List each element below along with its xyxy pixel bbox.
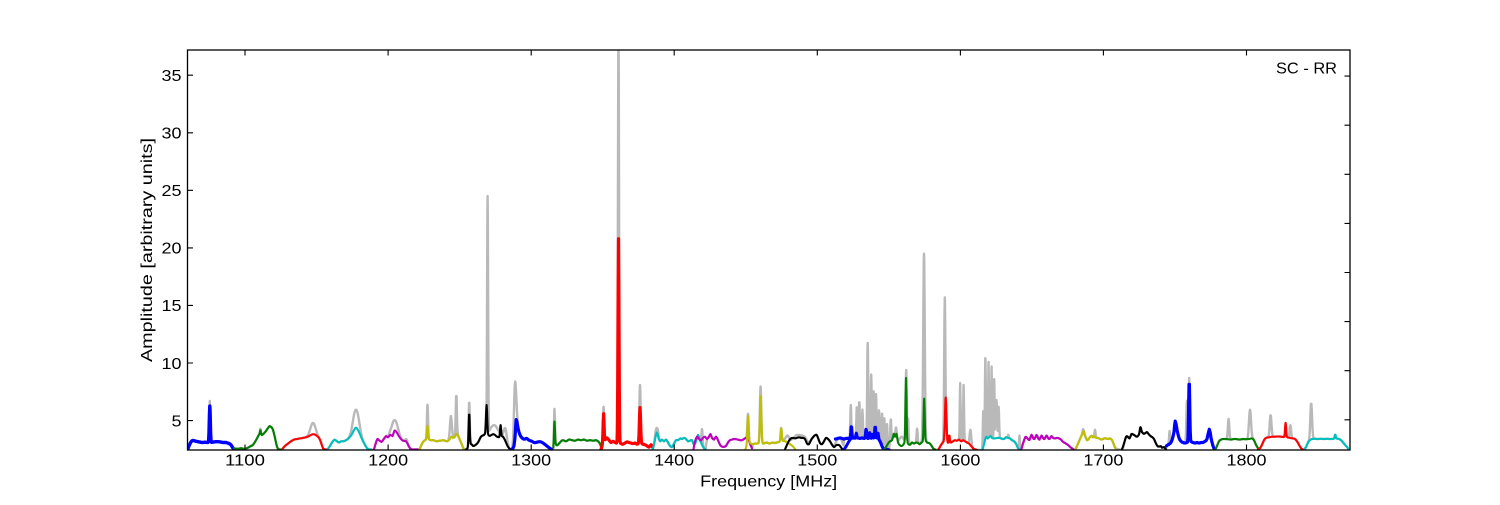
- svg-text:1800: 1800: [1227, 453, 1267, 470]
- svg-text:1300: 1300: [511, 453, 551, 470]
- svg-text:30: 30: [162, 126, 182, 143]
- svg-text:1100: 1100: [225, 453, 265, 470]
- svg-text:35: 35: [162, 68, 182, 85]
- svg-text:15: 15: [162, 298, 182, 315]
- svg-text:20: 20: [162, 241, 182, 258]
- svg-text:25: 25: [162, 183, 182, 200]
- svg-text:1200: 1200: [368, 453, 408, 470]
- svg-text:1500: 1500: [797, 453, 837, 470]
- svg-text:1600: 1600: [940, 453, 980, 470]
- svg-text:SC - RR: SC - RR: [1276, 61, 1337, 78]
- svg-text:Frequency [MHz]: Frequency [MHz]: [700, 473, 837, 490]
- svg-text:1400: 1400: [654, 453, 694, 470]
- svg-text:1700: 1700: [1083, 453, 1123, 470]
- svg-text:5: 5: [172, 413, 182, 430]
- svg-text:10: 10: [162, 356, 182, 373]
- svg-text:Amplitude [arbitrary units]: Amplitude [arbitrary units]: [139, 138, 156, 362]
